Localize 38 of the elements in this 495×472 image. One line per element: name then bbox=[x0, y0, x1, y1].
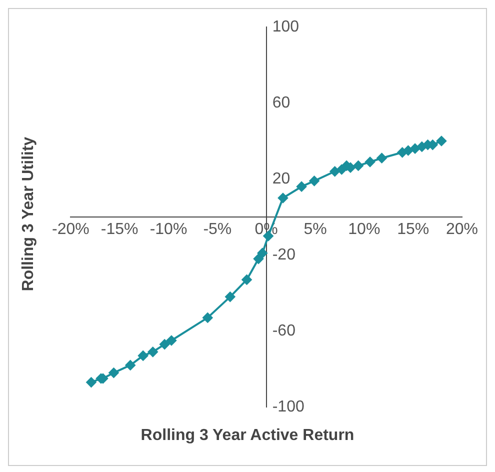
point bbox=[86, 377, 96, 388]
point bbox=[365, 156, 376, 167]
y-tick-label: 100 bbox=[272, 18, 300, 36]
point bbox=[160, 339, 170, 350]
y-tick-label: -60 bbox=[272, 322, 296, 340]
point bbox=[225, 292, 236, 302]
y-tick-label: -20 bbox=[272, 246, 296, 264]
x-tick-label: -5% bbox=[203, 221, 232, 238]
x-tick-label: -10% bbox=[150, 221, 188, 238]
point bbox=[166, 336, 176, 346]
point bbox=[125, 360, 136, 370]
y-tick-label: -100 bbox=[272, 398, 304, 416]
point bbox=[410, 144, 420, 154]
y-tick-label: 20 bbox=[272, 170, 290, 188]
point bbox=[403, 146, 414, 156]
point bbox=[278, 193, 288, 203]
x-tick-label: -20% bbox=[52, 221, 90, 238]
y-tick-label: 60 bbox=[272, 94, 290, 112]
x-tick-label: 5% bbox=[304, 221, 327, 238]
point bbox=[257, 248, 268, 258]
point bbox=[148, 346, 158, 357]
point bbox=[309, 176, 320, 186]
point bbox=[254, 254, 264, 264]
point bbox=[330, 166, 340, 176]
point bbox=[296, 182, 307, 192]
x-tick-label: 15% bbox=[397, 221, 430, 238]
x-tick-label: 10% bbox=[348, 221, 380, 238]
point bbox=[138, 350, 148, 361]
point bbox=[353, 160, 364, 171]
y-axis-title: Rolling 3 Year Utility bbox=[20, 136, 38, 292]
point bbox=[436, 136, 446, 146]
point bbox=[242, 274, 252, 285]
x-tick-label: -15% bbox=[100, 221, 138, 238]
point bbox=[202, 312, 213, 323]
x-axis-title: Rolling 3 Year Active Return bbox=[140, 427, 356, 445]
x-tick-label: 20% bbox=[446, 221, 478, 238]
point bbox=[376, 153, 387, 164]
point bbox=[108, 368, 119, 378]
